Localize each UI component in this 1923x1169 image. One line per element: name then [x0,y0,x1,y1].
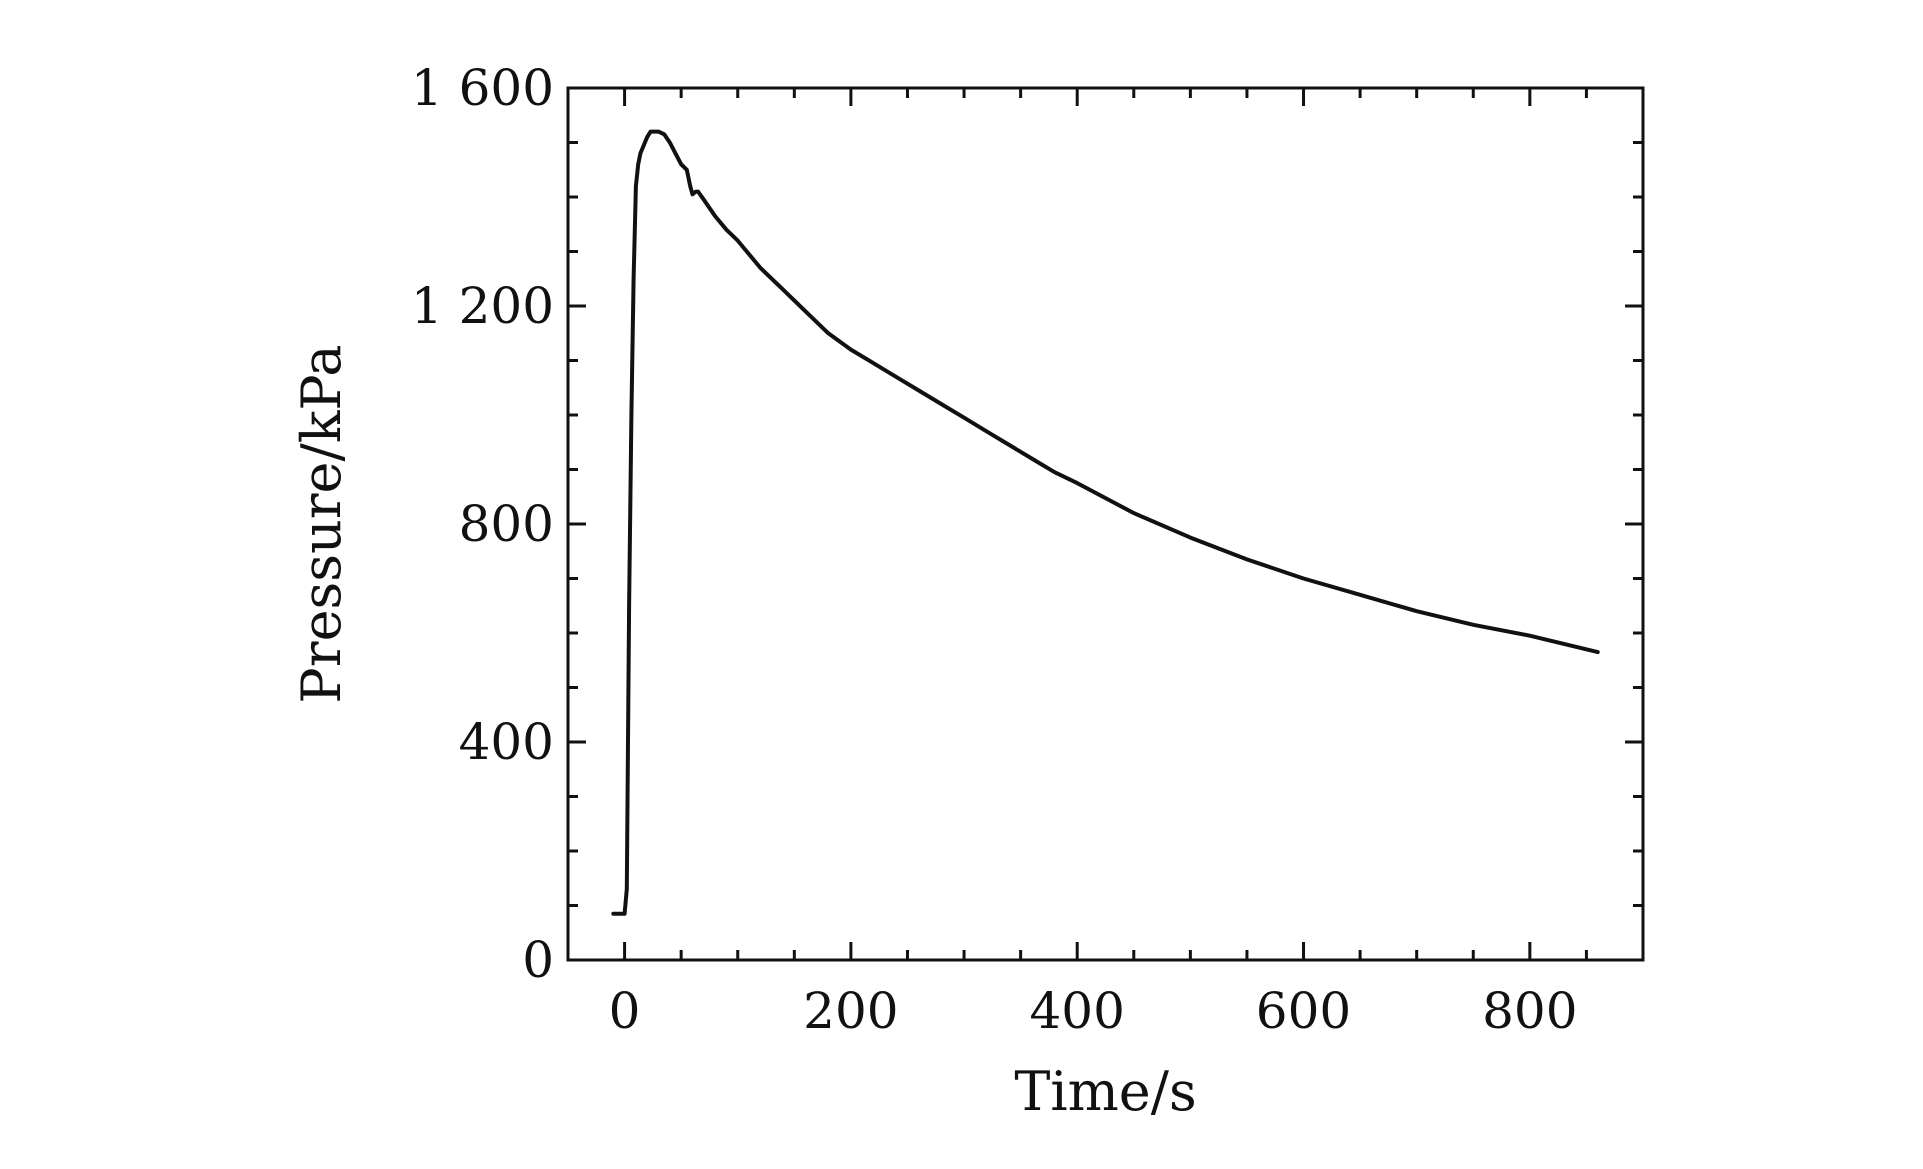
x-tick-label: 200 [803,982,898,1040]
pressure-series-line [611,129,1600,916]
y-tick-label: 1 600 [411,59,554,117]
y-tick-label: 1 200 [411,277,554,335]
x-tick-label: 400 [1029,982,1124,1040]
y-tick-label: 800 [459,495,554,553]
y-tick-label: 0 [522,931,554,989]
major-ticks [568,88,1643,960]
plot-frame [566,86,1645,962]
y-tick-label: 400 [459,713,554,771]
x-tick-label: 0 [609,982,641,1040]
x-tick-label: 800 [1482,982,1577,1040]
y-axis-title: Pressure/kPa [290,344,353,703]
x-tick-label: 600 [1256,982,1351,1040]
tick-labels: 0 200 400 600 800 0 400 800 1 200 1 600 [411,59,1578,1040]
x-axis-title: Time/s [1014,1060,1196,1123]
minor-ticks [568,88,1643,960]
